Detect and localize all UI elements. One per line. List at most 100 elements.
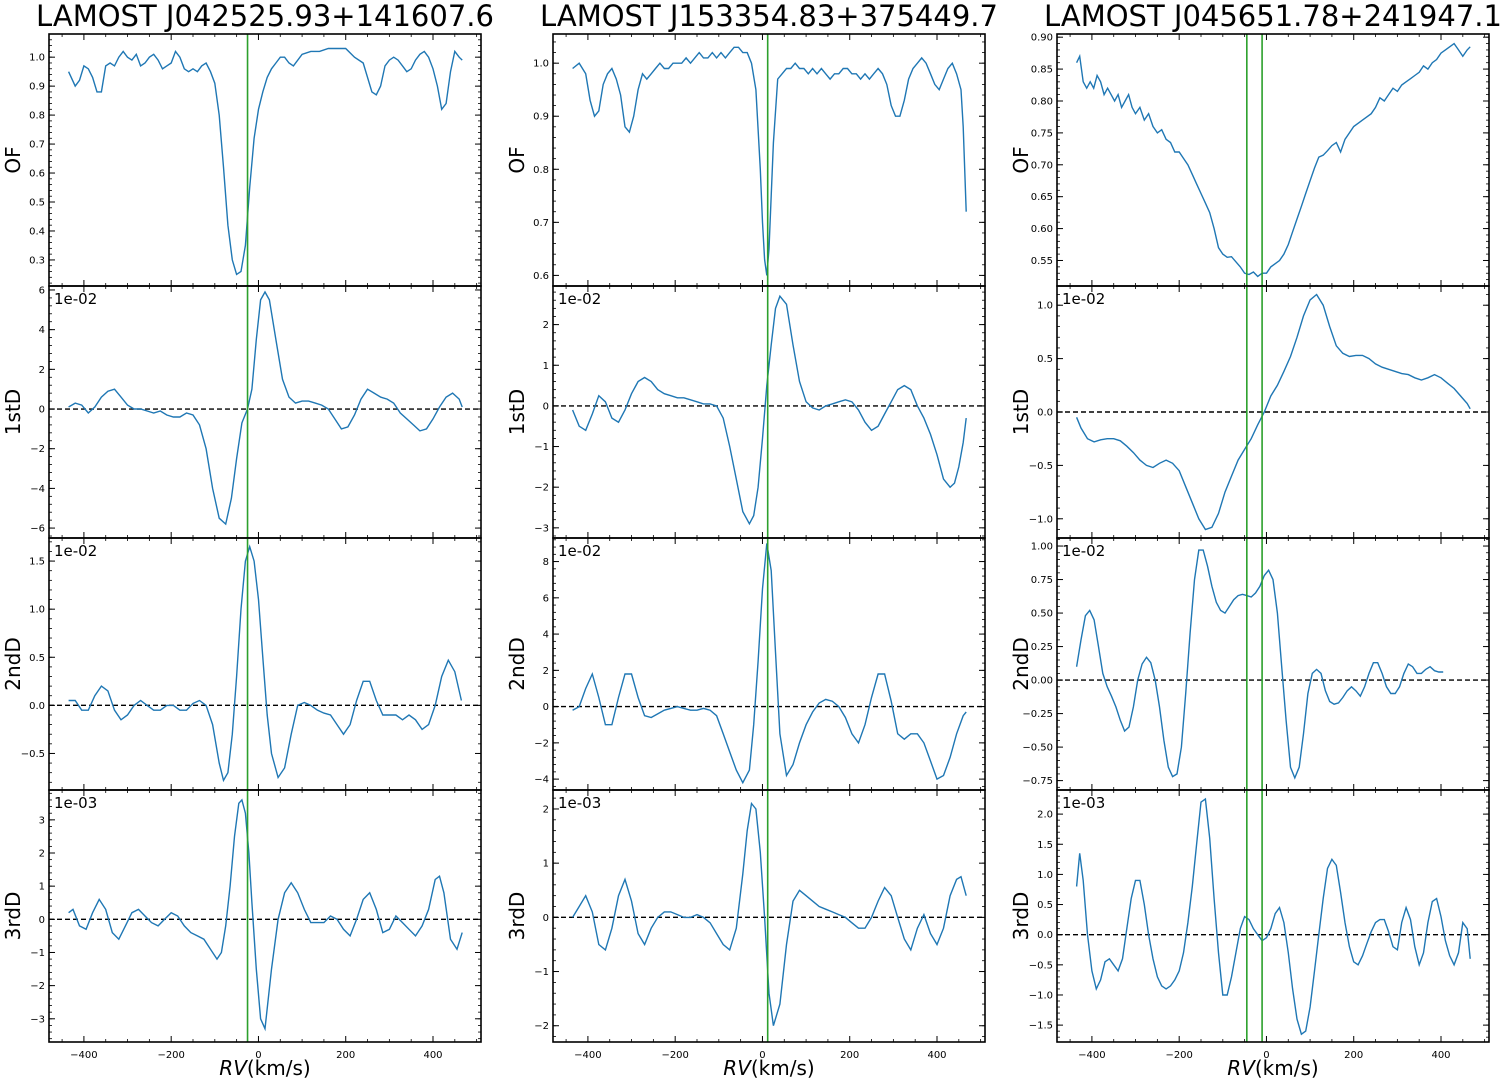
series-line <box>68 798 463 1032</box>
scale-label: 1e-02 <box>1062 542 1105 560</box>
y-tick-label: −2 <box>30 444 45 455</box>
y-axis-label: 1stD <box>1 389 25 435</box>
scale-label: 1e-03 <box>558 794 601 812</box>
scale-label: 1e-02 <box>54 290 97 308</box>
y-tick-label: 0.85 <box>1031 65 1053 76</box>
y-tick-label: −2 <box>534 1021 549 1032</box>
series-line <box>572 801 967 1026</box>
y-tick-label: −1 <box>534 442 549 453</box>
y-axis-label: OF <box>1009 146 1033 173</box>
y-tick-label: 0.5 <box>1037 900 1053 911</box>
x-tick-label: 0 <box>759 1050 765 1061</box>
x-tick-label: 200 <box>336 1050 355 1061</box>
panel-frame <box>48 285 482 539</box>
y-axis-label: 1stD <box>505 389 529 435</box>
chart-title: LAMOST J045651.78+241947.1 <box>1044 0 1501 33</box>
series-line <box>1075 42 1471 278</box>
panel-frame <box>48 537 482 791</box>
y-tick-label: 1.5 <box>1037 840 1053 851</box>
scale-label: 1e-03 <box>1062 794 1105 812</box>
x-tick-label: 400 <box>927 1050 946 1061</box>
y-axis-label: 2ndD <box>1009 637 1033 691</box>
series-line <box>67 47 463 276</box>
y-tick-label: 2 <box>543 804 549 815</box>
y-tick-label: 0 <box>39 405 45 416</box>
panel-of: 0.6 0.7 0.8 0.9 1.0 OF <box>505 33 986 287</box>
panel-frame <box>1056 789 1490 1043</box>
series-line <box>1075 797 1471 1036</box>
y-tick-label: 0.9 <box>29 82 45 93</box>
y-tick-label: 8 <box>543 557 549 568</box>
panel-frame <box>1056 33 1490 287</box>
y-tick-label: 2 <box>543 320 549 331</box>
y-tick-label: 0.60 <box>1031 224 1053 235</box>
panel-3rdd: −1.5 −1.0 −0.5 0.0 0.5 1.0 1.5 2.0 1e-03 3rdD −400… <box>1009 789 1490 1080</box>
y-tick-label: −0.50 <box>1022 743 1053 754</box>
y-axis-label: OF <box>505 146 529 173</box>
panel-of: 0.3 0.4 0.5 0.6 0.7 0.8 0.9 1.0 OF <box>1 33 482 287</box>
y-tick-label: 1.0 <box>1037 301 1053 312</box>
chart-column-3: LAMOST J045651.78+241947.10.550.600.650.… <box>1009 0 1501 1080</box>
y-tick-label: 0.7 <box>29 140 45 151</box>
y-tick-label: −3 <box>30 1014 45 1025</box>
y-tick-label: 0.70 <box>1031 160 1053 171</box>
y-tick-label: −2 <box>534 483 549 494</box>
y-tick-label: 0.75 <box>1031 575 1053 586</box>
x-tick-label: 200 <box>1344 1050 1363 1061</box>
x-axis-label: RV(km/s) <box>1227 1056 1318 1080</box>
y-tick-label: 0.55 <box>1031 256 1053 267</box>
y-tick-label: 0 <box>543 702 549 713</box>
scale-label: 1e-03 <box>54 794 97 812</box>
y-tick-label: −1.0 <box>1029 990 1053 1001</box>
chart-column-1: LAMOST J042525.93+141607.60.30.40.50.60.… <box>1 0 494 1080</box>
panel-1std: −6 −4 −2 0 2 4 6 1e-02 1stD <box>1 285 482 539</box>
y-tick-label: 0.90 <box>1031 33 1053 44</box>
y-tick-label: −1 <box>30 948 45 959</box>
y-tick-label: 0.6 <box>29 169 45 180</box>
y-tick-label: −0.5 <box>1029 461 1053 472</box>
y-tick-label: 2 <box>39 849 45 860</box>
y-tick-label: 0.5 <box>1037 354 1053 365</box>
y-tick-label: −6 <box>30 524 45 535</box>
panel-frame <box>552 537 986 791</box>
panel-2ndd: −4 −2 0 2 4 6 8 1e-02 2ndD <box>505 537 986 791</box>
y-tick-label: 1.5 <box>29 557 45 568</box>
y-tick-label: −3 <box>534 523 549 534</box>
series-line <box>572 543 967 785</box>
y-axis-label: 2ndD <box>505 637 529 691</box>
y-tick-label: 0.0 <box>1037 930 1053 941</box>
series-line <box>571 294 967 526</box>
y-tick-label: 0.3 <box>29 255 45 266</box>
y-tick-label: −0.75 <box>1022 776 1053 787</box>
y-tick-label: −2 <box>30 981 45 992</box>
y-tick-label: 0.80 <box>1031 96 1053 107</box>
y-tick-label: 0.0 <box>1037 408 1053 419</box>
y-tick-label: 0.0 <box>29 701 45 712</box>
series-line <box>1075 549 1444 780</box>
chart-title: LAMOST J153354.83+375449.7 <box>540 0 998 33</box>
panel-2ndd: −0.75 −0.50 −0.25 0.00 0.25 0.50 0.75 1.00 1e-02… <box>1009 537 1490 791</box>
series-line <box>68 544 463 783</box>
y-tick-label: 0.4 <box>29 226 45 237</box>
scale-label: 1e-02 <box>1062 290 1105 308</box>
y-tick-label: 1.0 <box>1037 870 1053 881</box>
y-tick-label: 1.0 <box>29 53 45 64</box>
panel-frame <box>48 33 482 287</box>
x-tick-label: −400 <box>70 1050 97 1061</box>
y-axis-label: OF <box>1 146 25 173</box>
y-tick-label: 0.50 <box>1031 609 1053 620</box>
x-tick-label: −200 <box>157 1050 184 1061</box>
x-tick-label: 400 <box>423 1050 442 1061</box>
y-tick-label: −1.0 <box>1029 514 1053 525</box>
y-tick-label: 1.00 <box>1031 542 1053 553</box>
y-axis-label: 3rdD <box>505 892 529 941</box>
panel-2ndd: −0.5 0.0 0.5 1.0 1.5 1e-02 2ndD <box>1 537 482 791</box>
y-tick-label: 0.75 <box>1031 128 1053 139</box>
y-tick-label: 4 <box>39 325 45 336</box>
y-tick-label: −2 <box>534 738 549 749</box>
y-tick-label: −4 <box>30 484 45 495</box>
series-line <box>572 46 967 276</box>
y-tick-label: −1 <box>534 967 549 978</box>
y-tick-label: −0.25 <box>1022 709 1053 720</box>
